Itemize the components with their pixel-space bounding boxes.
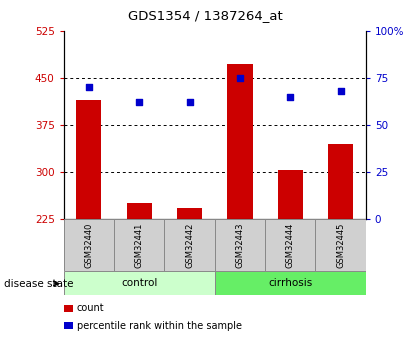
- Bar: [64, 219, 114, 271]
- Bar: [227, 64, 252, 219]
- Bar: [215, 219, 265, 271]
- Text: GSM32442: GSM32442: [185, 222, 194, 268]
- Bar: [265, 219, 316, 271]
- Text: count: count: [77, 304, 104, 313]
- Text: GSM32445: GSM32445: [336, 222, 345, 268]
- Bar: [215, 271, 366, 295]
- Text: GSM32440: GSM32440: [84, 222, 93, 268]
- Bar: [316, 219, 366, 271]
- Point: [136, 100, 143, 105]
- Bar: [278, 170, 303, 219]
- Text: GSM32443: GSM32443: [236, 222, 245, 268]
- Point: [287, 94, 293, 100]
- Bar: [164, 219, 215, 271]
- Bar: [328, 144, 353, 219]
- Bar: [114, 219, 164, 271]
- Text: percentile rank within the sample: percentile rank within the sample: [77, 321, 242, 331]
- Bar: [127, 204, 152, 219]
- Text: GDS1354 / 1387264_at: GDS1354 / 1387264_at: [128, 9, 283, 22]
- Bar: [76, 100, 102, 219]
- Point: [337, 88, 344, 94]
- Point: [186, 100, 193, 105]
- Bar: [177, 208, 202, 219]
- Text: control: control: [121, 278, 157, 288]
- Text: GSM32441: GSM32441: [135, 222, 144, 268]
- Text: cirrhosis: cirrhosis: [268, 278, 312, 288]
- Point: [237, 75, 243, 81]
- Text: disease state: disease state: [4, 279, 74, 288]
- Point: [85, 85, 92, 90]
- Bar: [64, 271, 215, 295]
- Text: GSM32444: GSM32444: [286, 222, 295, 268]
